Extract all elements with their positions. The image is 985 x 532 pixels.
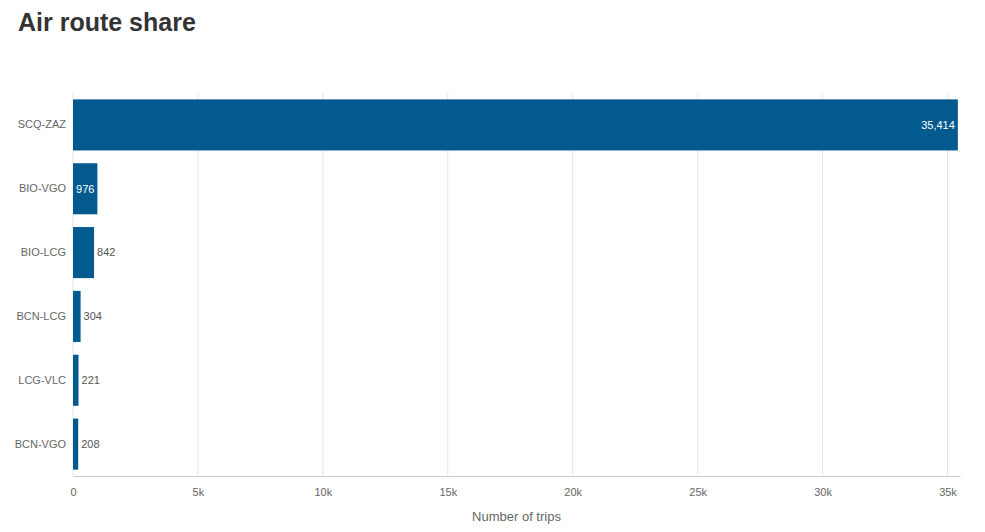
x-tick-label: 30k bbox=[814, 486, 832, 498]
x-tick: 15k bbox=[439, 476, 457, 498]
bar bbox=[73, 419, 78, 470]
x-tick-label: 15k bbox=[439, 486, 457, 498]
data-label: 842 bbox=[97, 246, 115, 258]
x-tick-label: 35k bbox=[939, 486, 957, 498]
y-axis: SCQ-ZAZ BIO-VGO BIO-LCG BCN-LCG LCG-VLC BCN-V… bbox=[15, 94, 74, 477]
title: Air route share bbox=[18, 8, 196, 36]
data-label: 976 bbox=[76, 183, 94, 195]
x-tick-label: 0 bbox=[70, 486, 76, 498]
y-tick-label: BIO-VGO bbox=[19, 182, 67, 194]
data-label: 304 bbox=[84, 310, 102, 322]
x-tick-label: 10k bbox=[314, 486, 332, 498]
bar bbox=[73, 291, 81, 342]
bar bbox=[73, 227, 94, 278]
data-label: 35,414 bbox=[921, 119, 955, 131]
plot: 35,414 976 842 304 221 208 0 5k 10k 15k 20k 25k 30k 3… bbox=[15, 93, 961, 498]
y-tick: BIO-VGO bbox=[19, 182, 73, 194]
y-tick-label: BIO-LCG bbox=[21, 246, 66, 258]
y-tick: BCN-LCG bbox=[16, 310, 73, 322]
x-tick: 35k bbox=[939, 476, 957, 498]
x-tick: 25k bbox=[689, 476, 707, 498]
y-tick: SCQ-ZAZ bbox=[18, 118, 73, 130]
x-axis-title: Number of trips bbox=[472, 509, 561, 524]
y-tick-label: SCQ-ZAZ bbox=[18, 118, 67, 130]
x-tick-label: 20k bbox=[564, 486, 582, 498]
y-tick-label: LCG-VLC bbox=[18, 374, 66, 386]
y-tick: BCN-VGO bbox=[15, 438, 73, 450]
bar bbox=[73, 355, 79, 406]
x-tick: 10k bbox=[314, 476, 332, 498]
bar bbox=[73, 163, 97, 214]
y-tick-label: BCN-VGO bbox=[15, 438, 67, 450]
bars bbox=[73, 99, 958, 469]
x-tick-label: 25k bbox=[689, 486, 707, 498]
x-axis: 0 5k 10k 15k 20k 25k 30k 35k bbox=[70, 476, 960, 498]
y-tick: BIO-LCG bbox=[21, 246, 73, 258]
x-tick: 5k bbox=[193, 476, 205, 498]
y-axis-line bbox=[73, 94, 74, 477]
data-label: 221 bbox=[82, 374, 100, 386]
data-label: 208 bbox=[81, 438, 99, 450]
x-tick: 20k bbox=[564, 476, 582, 498]
y-tick: LCG-VLC bbox=[18, 374, 73, 386]
x-axis-line bbox=[74, 476, 961, 477]
x-tick: 30k bbox=[814, 476, 832, 498]
chart: Air route share 35,414 976 842 304 221 208 0 5k 1… bbox=[0, 0, 985, 532]
y-tick-label: BCN-LCG bbox=[16, 310, 66, 322]
x-tick: 0 bbox=[70, 476, 76, 498]
bar bbox=[73, 99, 958, 150]
data-labels: 35,414 976 842 304 221 208 bbox=[76, 119, 955, 450]
x-tick-label: 5k bbox=[193, 486, 205, 498]
